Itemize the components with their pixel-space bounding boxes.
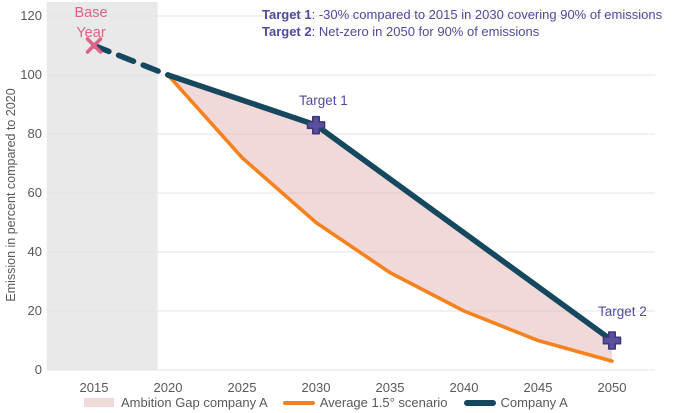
ambition-gap-swatch-icon — [84, 398, 114, 407]
target1-plus-marker — [306, 115, 326, 135]
base-year-label: Base Year — [74, 5, 108, 41]
legend-label-company-a: Company A — [500, 395, 568, 410]
target1-annotation-term: Target 1 — [262, 7, 312, 22]
company-a-line-swatch-icon — [463, 399, 496, 406]
y-tick-100: 100 — [20, 67, 42, 82]
company-a-history-dashed-line — [91, 42, 171, 78]
ambition-gap-fill — [168, 75, 612, 362]
y-tick-80: 80 — [27, 126, 42, 141]
legend-item-scenario: Average 1.5° scenario — [282, 395, 448, 410]
target2-annotation-term: Target 2 — [262, 24, 312, 39]
target2-annotation-text: : Net-zero in 2050 for 90% of emissions — [311, 24, 540, 39]
scenario-line — [166, 73, 614, 363]
target1-annotation-text: : -30% compared to 2015 in 2030 covering… — [311, 7, 663, 22]
x-tick-2015: 2015 — [79, 380, 109, 395]
target2-marker-label: Target 2 — [598, 304, 647, 319]
x-tick-2025: 2025 — [227, 380, 257, 395]
y-tick-20: 20 — [27, 303, 42, 318]
legend-label-ambition-gap: Ambition Gap company A — [121, 395, 268, 410]
x-tick-2020: 2020 — [153, 380, 183, 395]
y-tick-0: 0 — [34, 362, 42, 377]
x-tick-2040: 2040 — [449, 380, 479, 395]
target1-annotation: Target 1: -30% compared to 2015 in 2030 … — [262, 6, 662, 23]
x-tick-2045: 2045 — [523, 380, 553, 395]
targets-annotation: Target 1: -30% compared to 2015 in 2030 … — [262, 6, 662, 40]
x-tick-2035: 2035 — [375, 380, 405, 395]
legend-item-company-a: Company A — [463, 395, 568, 410]
target2-annotation: Target 2: Net-zero in 2050 for 90% of em… — [262, 23, 662, 40]
y-tick-60: 60 — [27, 185, 42, 200]
base-year-band — [46, 2, 158, 370]
y-tick-40: 40 — [27, 244, 42, 259]
x-tick-2030: 2030 — [301, 380, 331, 395]
chart-legend: Ambition Gap company A Average 1.5° scen… — [84, 395, 568, 410]
legend-label-scenario: Average 1.5° scenario — [319, 395, 448, 410]
target2-plus-marker — [602, 331, 622, 350]
legend-item-ambition-gap: Ambition Gap company A — [84, 395, 268, 410]
target1-marker-label: Target 1 — [299, 93, 348, 108]
y-tick-120: 120 — [20, 8, 42, 23]
x-tick-2050: 2050 — [597, 380, 627, 395]
base-year-x-marker — [85, 37, 103, 54]
scenario-line-swatch-icon — [282, 400, 315, 405]
